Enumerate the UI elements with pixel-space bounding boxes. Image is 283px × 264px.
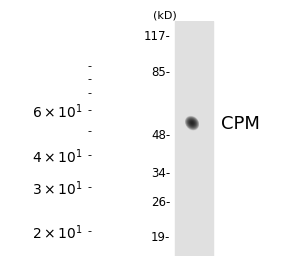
Bar <box>175 21 213 256</box>
Text: 117-: 117- <box>143 30 170 43</box>
Text: 48-: 48- <box>151 129 170 142</box>
Text: 19-: 19- <box>151 231 170 244</box>
Text: 26-: 26- <box>151 196 170 209</box>
Text: 85-: 85- <box>151 65 170 79</box>
Text: (kD): (kD) <box>153 10 177 20</box>
Text: 34-: 34- <box>151 167 170 180</box>
Text: CPM: CPM <box>221 115 260 133</box>
